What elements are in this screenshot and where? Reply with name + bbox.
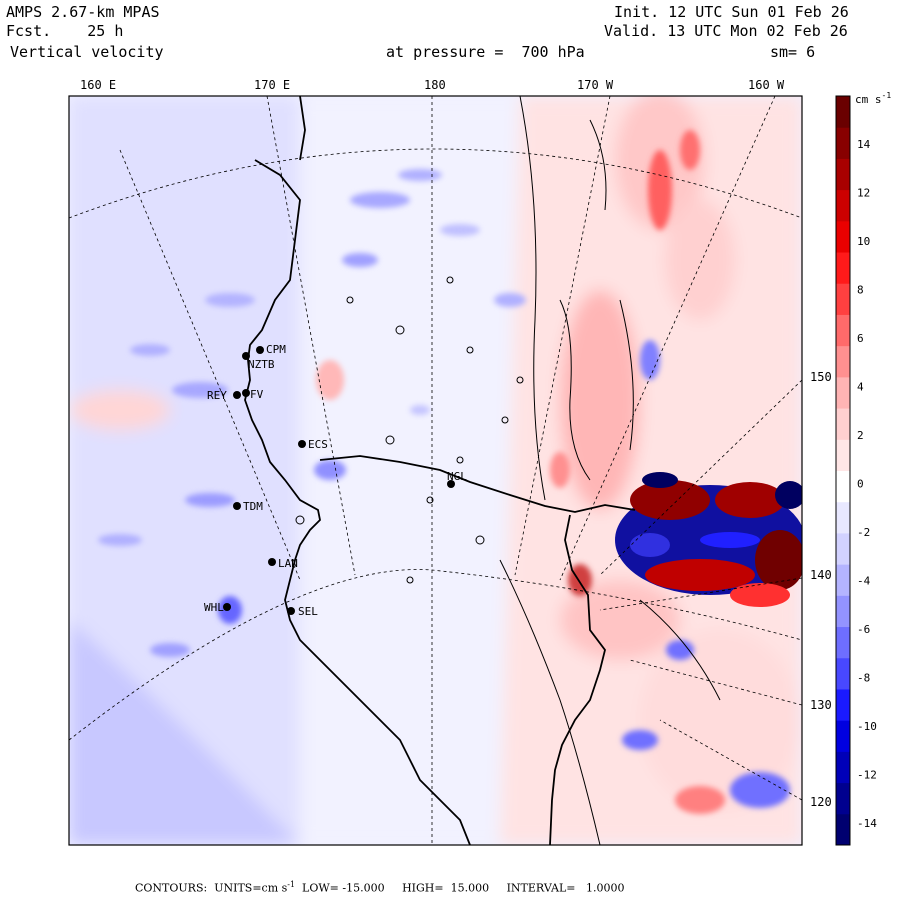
svg-text:FV: FV bbox=[250, 388, 264, 401]
svg-text:CPM: CPM bbox=[266, 343, 286, 356]
svg-text:NGL: NGL bbox=[447, 470, 467, 483]
colorbar-swatch bbox=[836, 314, 850, 347]
forecast-hour: Fcst. 25 h bbox=[6, 22, 124, 40]
valid-time: Valid. 13 UTC Mon 02 Feb 26 bbox=[604, 22, 848, 40]
colorbar-swatch bbox=[836, 532, 850, 565]
station-tdm: TDM bbox=[233, 500, 263, 513]
colorbar-swatch bbox=[836, 189, 850, 222]
colorbar-swatch bbox=[836, 376, 850, 409]
colorbar bbox=[835, 95, 851, 846]
colorbar-tick-label: 12 bbox=[857, 187, 870, 200]
smoothing-label: sm= 6 bbox=[770, 43, 816, 61]
colorbar-swatch bbox=[836, 470, 850, 503]
svg-text:LAN: LAN bbox=[278, 557, 298, 570]
station-nztb: NZTB bbox=[242, 352, 275, 371]
colorbar-tick-label: -2 bbox=[857, 526, 870, 539]
colorbar-swatch bbox=[836, 813, 850, 846]
colorbar-swatch bbox=[836, 96, 850, 128]
colorbar-tick-label: -14 bbox=[857, 817, 877, 830]
colorbar-frame bbox=[835, 95, 851, 846]
svg-text:TDM: TDM bbox=[243, 500, 263, 513]
init-time: Init. 12 UTC Sun 01 Feb 26 bbox=[614, 3, 849, 21]
colorbar-swatch bbox=[836, 127, 850, 159]
colorbar-swatch bbox=[836, 252, 850, 284]
colorbar-swatch bbox=[836, 564, 850, 596]
colorbar-tick-label: 10 bbox=[857, 235, 870, 248]
colorbar-swatch bbox=[836, 283, 850, 315]
svg-text:WHL: WHL bbox=[204, 601, 224, 614]
footer-contours: CONTOURS: UNITS=cm s-1 LOW= -15.000 HIGH… bbox=[135, 880, 625, 895]
svg-text:NZTB: NZTB bbox=[248, 358, 275, 371]
colorbar-swatch bbox=[836, 220, 850, 253]
pressure-level: at pressure = 700 hPa bbox=[386, 43, 585, 61]
colorbar-tick-label: 0 bbox=[857, 478, 864, 491]
map-frame bbox=[68, 95, 803, 846]
station-fv: FV bbox=[242, 388, 264, 401]
station-rey: REY bbox=[207, 389, 241, 402]
svg-text:SEL: SEL bbox=[298, 605, 318, 618]
vertical-velocity-field: CPM NZTB REY FV ECS NGL TDM LAN WHL SEL bbox=[69, 96, 802, 845]
colorbar-tick-label: -10 bbox=[857, 720, 877, 733]
station-sel: SEL bbox=[287, 605, 318, 618]
station-ecs: ECS bbox=[298, 438, 328, 451]
colorbar-units: cm s-1 bbox=[855, 91, 891, 106]
station-lan: LAN bbox=[268, 557, 298, 570]
svg-text:REY: REY bbox=[207, 389, 227, 402]
colorbar-tick-label: 4 bbox=[857, 381, 864, 394]
colorbar-swatch bbox=[836, 626, 850, 659]
colorbar-tick-label: 6 bbox=[857, 332, 864, 345]
station-whl: WHL bbox=[204, 601, 231, 614]
lon-label-160e: 160 E bbox=[80, 78, 116, 92]
station-cpm: CPM bbox=[256, 343, 286, 356]
colorbar-tick-label: 8 bbox=[857, 284, 864, 297]
colorbar-tick-label: -12 bbox=[857, 769, 877, 782]
colorbar-swatch bbox=[836, 439, 850, 471]
colorbar-swatch bbox=[836, 657, 850, 690]
lon-label-160w: 160 W bbox=[748, 78, 785, 92]
lon-label-170w: 170 W bbox=[577, 78, 614, 92]
colorbar-swatch bbox=[836, 595, 850, 628]
colorbar-swatch bbox=[836, 501, 850, 534]
colorbar-swatch bbox=[836, 782, 850, 815]
lon-label-180: 180 bbox=[424, 78, 446, 92]
colorbar-tick-label: -6 bbox=[857, 623, 870, 636]
colorbar-swatch bbox=[836, 720, 850, 752]
model-title: AMPS 2.67-km MPAS bbox=[6, 3, 160, 21]
colorbar-swatch bbox=[836, 688, 850, 721]
colorbar-tick-label: -8 bbox=[857, 672, 870, 685]
colorbar-tick-label: 2 bbox=[857, 429, 864, 442]
colorbar-swatch bbox=[836, 345, 850, 378]
svg-text:ECS: ECS bbox=[308, 438, 328, 451]
colorbar-tick-label: 14 bbox=[857, 138, 871, 151]
colorbar-swatch bbox=[836, 408, 850, 440]
colorbar-tick-label: -4 bbox=[857, 575, 871, 588]
colorbar-swatch bbox=[836, 751, 850, 784]
field-name: Vertical velocity bbox=[10, 43, 164, 61]
lon-label-170e: 170 E bbox=[254, 78, 290, 92]
colorbar-swatch bbox=[836, 158, 850, 191]
station-ngl: NGL bbox=[447, 470, 467, 488]
